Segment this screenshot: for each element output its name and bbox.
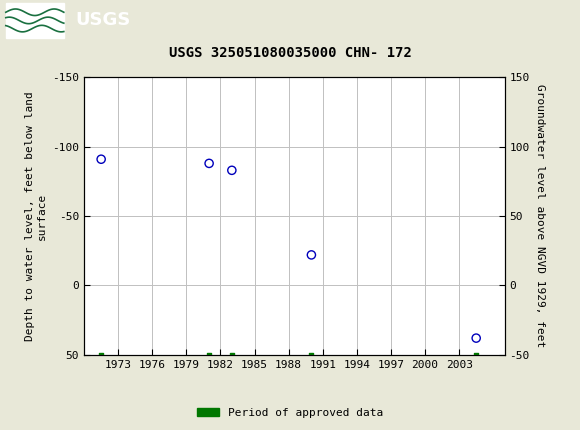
Point [307,351,316,358]
Point [205,351,214,358]
Point [307,252,316,258]
Y-axis label: Depth to water level, feet below land
surface: Depth to water level, feet below land su… [25,91,46,341]
Y-axis label: Groundwater level above NGVD 1929, feet: Groundwater level above NGVD 1929, feet [535,84,545,348]
Text: USGS: USGS [75,12,130,29]
Point [472,351,481,358]
Point [227,351,237,358]
Legend: Period of approved data: Period of approved data [193,403,387,422]
Point [205,160,214,167]
Point [227,167,237,174]
Point [96,156,106,163]
Point [96,351,106,358]
FancyBboxPatch shape [6,3,64,37]
Text: USGS 325051080035000 CHN- 172: USGS 325051080035000 CHN- 172 [169,46,411,60]
Point [472,335,481,341]
